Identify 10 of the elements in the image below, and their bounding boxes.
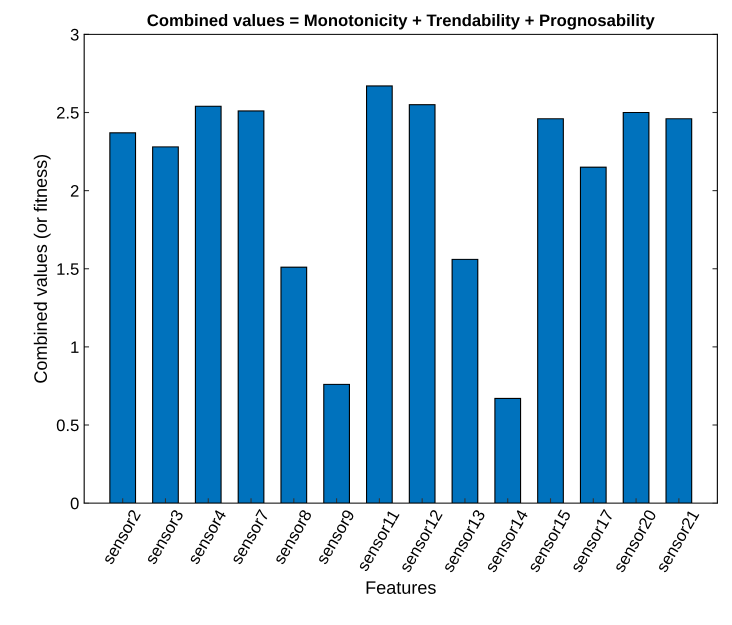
chart-title: Combined values = Monotonicity + Trendability + Prognosability xyxy=(147,14,655,30)
y-tick-label: 1 xyxy=(71,341,79,353)
y-tick-label: 3 xyxy=(70,28,79,41)
y-tick-label: 2 xyxy=(70,185,78,197)
y-tick-label: 0.5 xyxy=(56,419,79,432)
y-tick-label: 1.5 xyxy=(57,263,79,275)
y-tick-label: 0 xyxy=(70,498,79,510)
x-axis-title: Features xyxy=(366,581,436,594)
y-tick-label: 2.5 xyxy=(56,106,79,119)
y-axis-title: Combined values (or fitness) xyxy=(34,154,51,383)
